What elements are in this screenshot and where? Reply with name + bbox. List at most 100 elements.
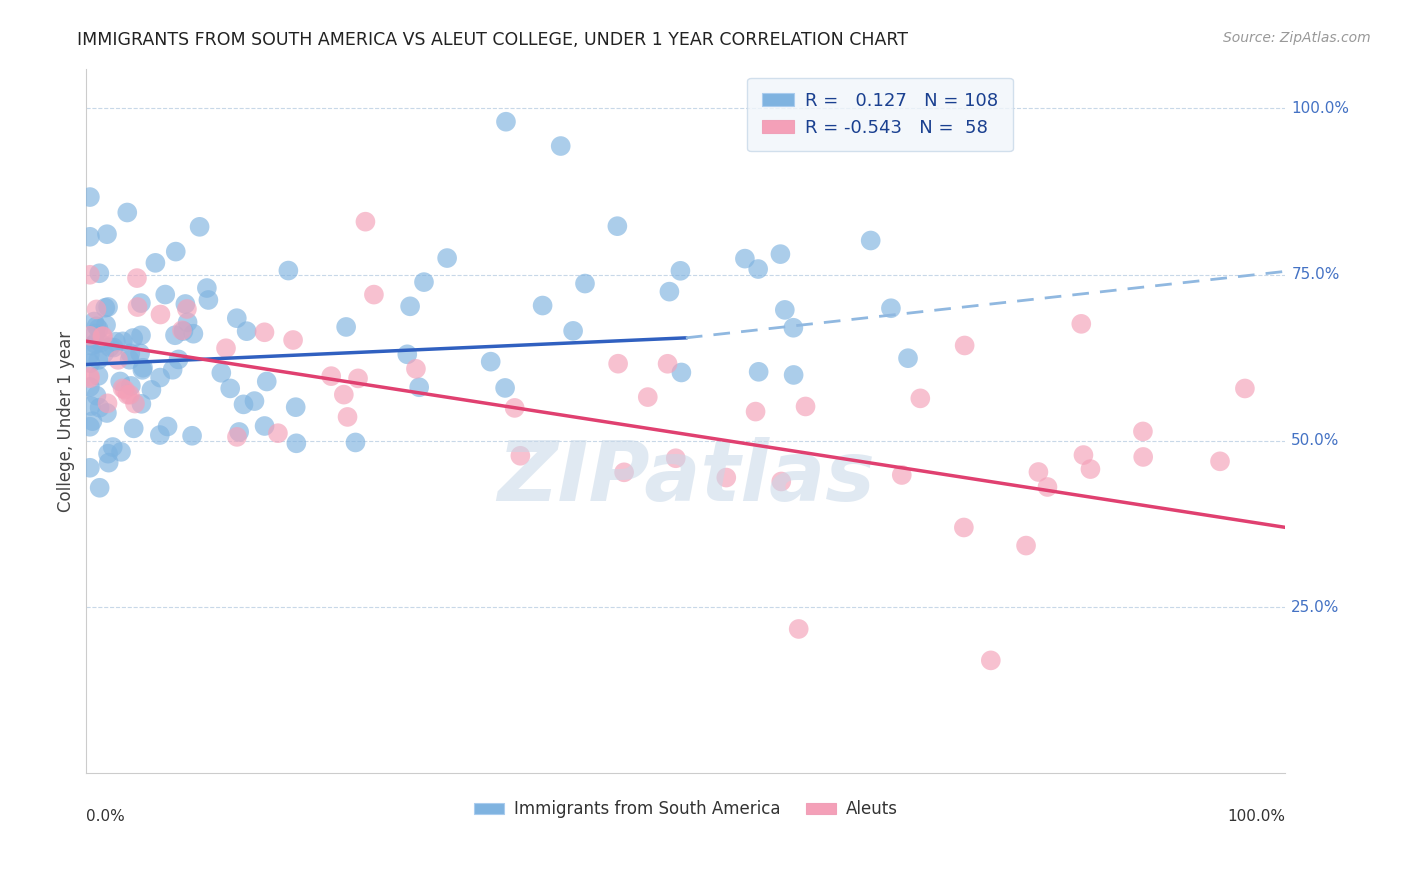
Point <box>637 390 659 404</box>
Point <box>716 470 738 484</box>
Point <box>744 404 766 418</box>
Point <box>232 397 254 411</box>
Point <box>103 341 125 355</box>
Point <box>87 322 110 336</box>
Point <box>1233 382 1256 396</box>
Point <box>336 409 359 424</box>
Point <box>170 323 193 337</box>
Point <box>658 285 681 299</box>
Point <box>1132 450 1154 464</box>
Point <box>657 357 679 371</box>
Point <box>405 361 427 376</box>
Point <box>117 205 139 219</box>
Point <box>111 381 134 395</box>
Point <box>79 371 101 385</box>
Point <box>82 414 104 428</box>
Point <box>155 287 177 301</box>
Point <box>163 328 186 343</box>
Point <box>96 406 118 420</box>
Point <box>787 622 810 636</box>
Point <box>335 320 357 334</box>
Point <box>141 383 163 397</box>
Point <box>91 329 114 343</box>
Point <box>1073 448 1095 462</box>
Point <box>562 324 585 338</box>
Point <box>83 314 105 328</box>
Point <box>118 352 141 367</box>
Point <box>98 340 121 354</box>
Point <box>96 227 118 242</box>
Point <box>235 324 257 338</box>
Point <box>91 329 114 343</box>
Point <box>1080 462 1102 476</box>
Point <box>79 268 101 282</box>
Point <box>80 399 103 413</box>
Point <box>149 370 172 384</box>
Point <box>89 266 111 280</box>
Point <box>436 251 458 265</box>
Point <box>550 139 572 153</box>
Point <box>129 296 152 310</box>
Point <box>209 366 232 380</box>
Point <box>86 302 108 317</box>
Point <box>120 379 142 393</box>
Point <box>253 419 276 434</box>
Point <box>333 387 356 401</box>
Point <box>285 436 308 450</box>
Point <box>1036 480 1059 494</box>
Point <box>167 352 190 367</box>
Point <box>267 426 290 441</box>
Legend: Immigrants from South America, Aleuts: Immigrants from South America, Aleuts <box>467 794 904 825</box>
Text: 100.0%: 100.0% <box>1227 809 1285 823</box>
Point <box>253 326 276 340</box>
Point <box>93 346 115 360</box>
Point <box>321 369 343 384</box>
Point <box>479 354 502 368</box>
Point <box>79 229 101 244</box>
Point <box>225 311 247 326</box>
Point <box>363 287 385 301</box>
Point <box>89 401 111 415</box>
Point <box>79 347 101 361</box>
Y-axis label: College, Under 1 year: College, Under 1 year <box>58 330 75 511</box>
Point <box>1028 465 1050 479</box>
Point <box>747 262 769 277</box>
Point <box>980 653 1002 667</box>
Point <box>79 380 101 394</box>
Point <box>84 326 107 341</box>
Point <box>344 435 367 450</box>
Point <box>531 299 554 313</box>
Point <box>197 293 219 307</box>
Point <box>748 365 770 379</box>
Point <box>607 357 630 371</box>
Point <box>104 334 127 349</box>
Point <box>79 419 101 434</box>
Point <box>89 481 111 495</box>
Point <box>509 449 531 463</box>
Point <box>782 320 804 334</box>
Point <box>79 369 101 384</box>
Text: IMMIGRANTS FROM SOUTH AMERICA VS ALEUT COLLEGE, UNDER 1 YEAR CORRELATION CHART: IMMIGRANTS FROM SOUTH AMERICA VS ALEUT C… <box>77 31 908 49</box>
Point <box>111 334 134 349</box>
Point <box>87 352 110 367</box>
Point <box>94 301 117 315</box>
Point <box>897 351 920 366</box>
Point <box>172 324 194 338</box>
Point <box>86 333 108 347</box>
Point <box>132 360 155 375</box>
Point <box>219 381 242 395</box>
Point <box>669 264 692 278</box>
Point <box>773 302 796 317</box>
Point <box>131 363 153 377</box>
Point <box>86 389 108 403</box>
Point <box>149 428 172 442</box>
Point <box>101 440 124 454</box>
Point <box>90 335 112 350</box>
Point <box>953 520 976 534</box>
Point <box>127 300 149 314</box>
Point <box>114 383 136 397</box>
Point <box>183 326 205 341</box>
Point <box>122 421 145 435</box>
Point <box>734 252 756 266</box>
Point <box>79 460 101 475</box>
